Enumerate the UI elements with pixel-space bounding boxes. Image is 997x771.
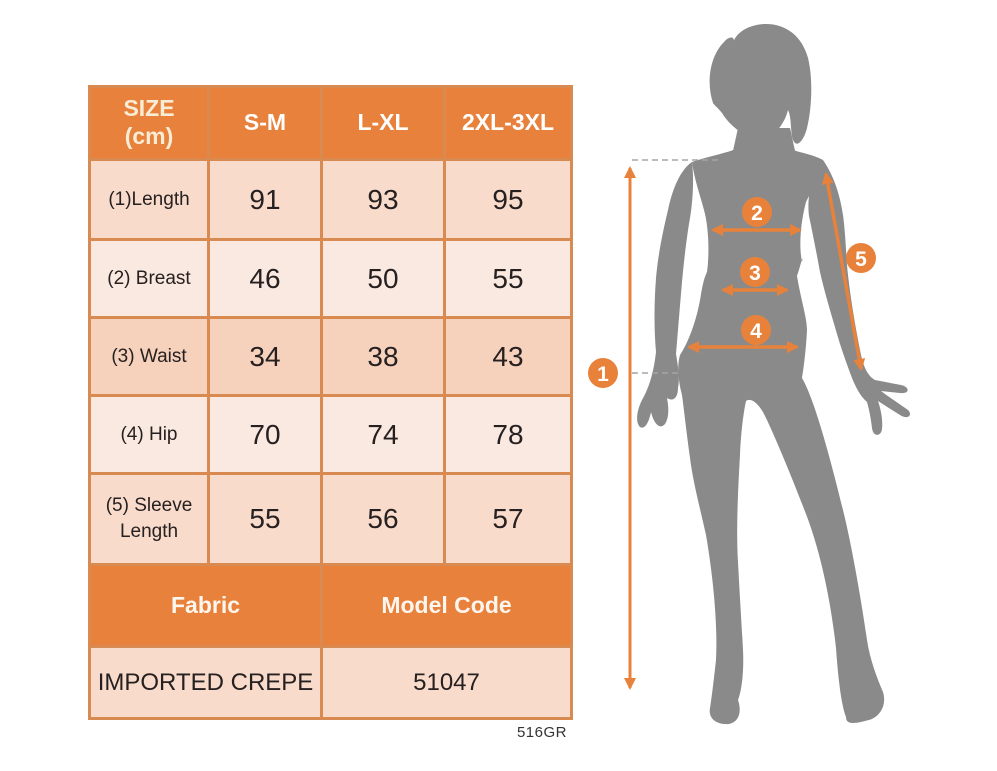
fabric-header-row: Fabric Model Code <box>88 563 573 648</box>
marker-2-label: 2 <box>751 202 763 225</box>
sleeve-2xl-3xl: 57 <box>443 472 573 566</box>
marker-4: 4 <box>741 315 771 345</box>
reference-lines <box>632 159 722 374</box>
silhouette-left-arm <box>637 162 694 428</box>
breast-l-xl: 50 <box>320 238 446 319</box>
row-label-length: (1)Length <box>88 158 210 241</box>
hip-l-xl: 74 <box>320 394 446 475</box>
waist-l-xl: 38 <box>320 316 446 397</box>
model-code-header: Model Code <box>320 563 573 648</box>
header-s-m: S-M <box>207 85 323 161</box>
table-row-waist: (3) Waist 34 38 43 <box>88 316 573 397</box>
length-l-xl: 93 <box>320 158 446 241</box>
sleeve-l-xl: 56 <box>320 472 446 566</box>
silhouette-right-arm <box>808 160 911 435</box>
marker-5-label: 5 <box>855 248 867 271</box>
header-size-cm: SIZE (cm) <box>88 85 210 161</box>
length-s-m: 91 <box>207 158 323 241</box>
measurement-arrows <box>624 166 866 690</box>
body-measurement-diagram: 1 2 3 4 5 <box>588 24 911 725</box>
silhouette-head <box>709 24 812 144</box>
row-label-sleeve-length: (5) Sleeve Length <box>88 472 210 566</box>
marker-2: 2 <box>742 197 772 227</box>
hip-2xl-3xl: 78 <box>443 394 573 475</box>
table-row-hip: (4) Hip 70 74 78 <box>88 394 573 475</box>
waist-2xl-3xl: 43 <box>443 316 573 397</box>
breast-2xl-3xl: 55 <box>443 238 573 319</box>
product-code: 516GR <box>516 724 567 741</box>
marker-5: 5 <box>846 243 876 273</box>
marker-3-label: 3 <box>749 262 761 285</box>
marker-4-label: 4 <box>750 320 762 343</box>
size-header-row: SIZE (cm) S-M L-XL 2XL-3XL <box>88 85 573 161</box>
marker-3: 3 <box>740 257 770 287</box>
row-label-breast: (2) Breast <box>88 238 210 319</box>
fabric-header: Fabric <box>88 563 323 648</box>
silhouette-torso-legs <box>678 150 885 725</box>
sleeve-s-m: 55 <box>207 472 323 566</box>
hip-s-m: 70 <box>207 394 323 475</box>
model-code-value: 51047 <box>320 645 573 720</box>
length-2xl-3xl: 95 <box>443 158 573 241</box>
measurement-markers: 1 2 3 4 5 <box>588 197 876 388</box>
breast-s-m: 46 <box>207 238 323 319</box>
fabric-value: IMPORTED CREPE <box>88 645 323 720</box>
table-row-length: (1)Length 91 93 95 <box>88 158 573 241</box>
row-label-waist: (3) Waist <box>88 316 210 397</box>
table-row-sleeve-length: (5) Sleeve Length 55 56 57 <box>88 472 573 566</box>
size-chart-table: SIZE (cm) S-M L-XL 2XL-3XL (1)Length 91 … <box>88 85 573 720</box>
body-silhouette <box>637 24 911 725</box>
marker-1-label: 1 <box>597 363 609 386</box>
header-2xl-3xl: 2XL-3XL <box>443 85 573 161</box>
row-label-hip: (4) Hip <box>88 394 210 475</box>
marker-1: 1 <box>588 358 618 388</box>
waist-s-m: 34 <box>207 316 323 397</box>
fabric-value-row: IMPORTED CREPE 51047 <box>88 645 573 720</box>
size-chart: SIZE (cm) S-M L-XL 2XL-3XL (1)Length 91 … <box>88 85 573 720</box>
sleeve-arrow <box>821 172 866 371</box>
header-l-xl: L-XL <box>320 85 446 161</box>
table-row-breast: (2) Breast 46 50 55 <box>88 238 573 319</box>
